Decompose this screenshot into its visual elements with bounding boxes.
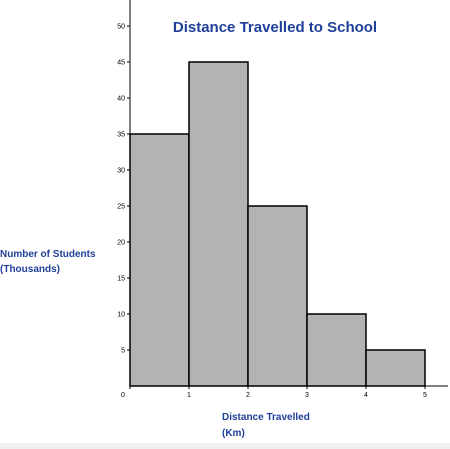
x-tick-label-0: 0	[121, 392, 125, 399]
y-tick-label-25: 25	[117, 204, 125, 211]
y-tick-label-35: 35	[117, 132, 125, 139]
bar-4-5	[365, 349, 426, 387]
y-axis-label-line-1: Number of Students	[0, 249, 96, 260]
y-tick-label-30: 30	[117, 168, 125, 175]
x-tick-label-1: 1	[187, 392, 191, 399]
y-tick-label-40: 40	[117, 96, 125, 103]
x-axis-label-line-2: (Km)	[222, 428, 245, 439]
y-axis-label-line-2: (Thousands)	[0, 264, 60, 275]
bars-group	[129, 61, 426, 387]
y-tick-label-5: 5	[121, 348, 125, 355]
x-tick-label-5: 5	[423, 392, 427, 399]
x-tick-label-3: 3	[305, 392, 309, 399]
y-ticks-group: 5 10 15 20 25 30 35 40 45 50	[117, 24, 130, 355]
x-ticks-group: 0 1 2 3 4 5	[121, 386, 427, 399]
y-tick-label-45: 45	[117, 60, 125, 67]
y-tick-label-20: 20	[117, 240, 125, 247]
x-tick-label-2: 2	[246, 392, 250, 399]
y-tick-label-15: 15	[117, 276, 125, 283]
bar-3-4	[306, 313, 367, 387]
y-tick-label-50: 50	[117, 24, 125, 31]
bar-1-2	[188, 61, 249, 387]
y-tick-label-10: 10	[117, 312, 125, 319]
bottom-strip	[0, 443, 450, 449]
x-axis-label-line-1: Distance Travelled	[222, 412, 310, 423]
x-axis-label: Distance Travelled (Km)	[222, 412, 313, 439]
x-tick-label-4: 4	[364, 392, 368, 399]
bar-2-3	[247, 205, 308, 387]
bar-0-1	[129, 133, 190, 387]
chart-title: Distance Travelled to School	[173, 19, 377, 36]
y-axis-label: Number of Students (Thousands)	[0, 249, 98, 275]
